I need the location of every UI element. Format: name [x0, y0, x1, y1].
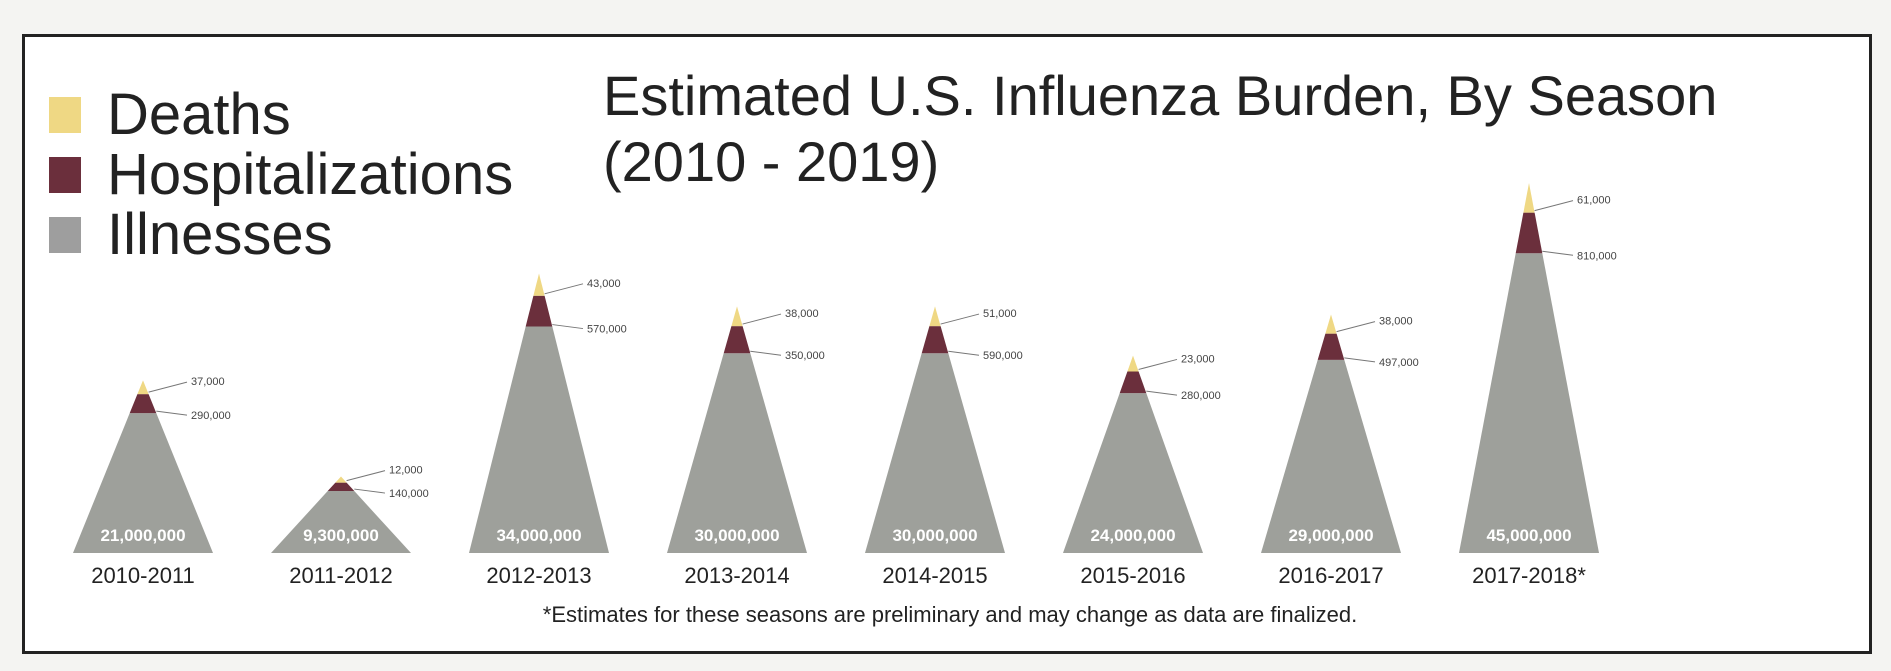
footnote: *Estimates for these seasons are prelimi…	[542, 602, 1358, 627]
hospitalization-leader-line	[948, 350, 980, 356]
death-mark	[1325, 314, 1337, 334]
chart-frame: Deaths Hospitalizations Illnesses Estima…	[22, 34, 1872, 654]
category-label: 2013-2014	[684, 563, 789, 588]
chart-title-line-2: (2010 - 2019)	[603, 130, 940, 193]
illness-value-label: 9,300,000	[303, 526, 379, 545]
death-value-label: 12,000	[389, 465, 423, 477]
illness-mark	[469, 326, 609, 553]
legend-item-illnesses: Illnesses	[49, 201, 333, 268]
hospitalization-mark	[921, 326, 949, 354]
hospitalization-leader-line	[1146, 390, 1178, 396]
death-leader-line	[940, 313, 980, 325]
hospitalization-leader-line	[750, 350, 782, 356]
hospitalization-leader-line	[552, 324, 584, 330]
legend-label-hospitalizations: Hospitalizations	[107, 142, 514, 207]
category-label: 2011-2012	[289, 563, 393, 588]
death-mark	[1127, 355, 1139, 372]
hospitalization-value-label: 350,000	[785, 350, 825, 362]
hospitalization-leader-line	[1344, 357, 1376, 363]
death-value-label: 23,000	[1181, 353, 1215, 365]
legend-item-hospitalizations: Hospitalizations	[49, 141, 513, 208]
hospitalization-value-label: 570,000	[587, 324, 627, 336]
illness-value-label: 24,000,000	[1090, 526, 1175, 545]
legend-label-illnesses: Illnesses	[107, 202, 333, 267]
category-label: 2016-2017	[1278, 563, 1383, 588]
illness-mark	[1261, 359, 1401, 553]
death-value-label: 51,000	[983, 308, 1017, 320]
illness-value-label: 30,000,000	[892, 526, 977, 545]
illness-mark	[73, 413, 213, 553]
illness-value-label: 29,000,000	[1288, 526, 1373, 545]
death-leader-line	[544, 283, 584, 295]
pyramid-chart: 21,000,000 37,000 290,000 2010-2011 9,300,00…	[73, 183, 1617, 588]
death-value-label: 38,000	[1379, 316, 1413, 328]
category-label: 2010-2011	[91, 563, 195, 588]
legend-label-deaths: Deaths	[107, 82, 291, 147]
hospitalization-value-label: 590,000	[983, 350, 1023, 362]
death-leader-line	[742, 313, 782, 325]
hospitalization-mark	[525, 295, 553, 327]
death-value-label: 43,000	[587, 278, 621, 290]
category-label: 2015-2016	[1080, 563, 1185, 588]
category-label: 2014-2015	[882, 563, 987, 588]
hospitalization-value-label: 497,000	[1379, 357, 1419, 369]
death-mark	[533, 273, 545, 296]
illness-mark	[1063, 393, 1203, 553]
chart-title-line-1: Estimated U.S. Influenza Burden, By Seas…	[603, 64, 1718, 127]
death-mark	[137, 380, 149, 395]
hospitalization-value-label: 140,000	[389, 488, 429, 500]
hospitalization-mark	[327, 482, 355, 492]
death-leader-line	[1336, 321, 1376, 333]
illness-value-label: 34,000,000	[496, 526, 581, 545]
hospitalization-value-label: 280,000	[1181, 390, 1221, 402]
hospitalization-leader-line	[156, 410, 188, 416]
illness-value-label: 45,000,000	[1486, 526, 1571, 545]
illness-mark	[667, 353, 807, 553]
death-leader-line	[1138, 358, 1178, 370]
death-mark	[731, 306, 743, 327]
hospitalization-mark	[1317, 333, 1345, 360]
hospitalization-value-label: 290,000	[191, 410, 231, 422]
legend-swatch-hospitalizations	[49, 156, 81, 193]
hospitalization-mark	[129, 394, 157, 414]
hospitalization-mark	[723, 326, 751, 354]
legend-swatch-deaths	[49, 96, 81, 133]
illness-value-label: 21,000,000	[100, 526, 185, 545]
illness-mark	[865, 353, 1005, 553]
legend-item-deaths: Deaths	[49, 81, 291, 148]
death-mark	[929, 306, 941, 327]
death-leader-line	[346, 470, 386, 482]
illness-mark	[271, 491, 411, 553]
death-value-label: 37,000	[191, 376, 225, 388]
death-value-label: 61,000	[1577, 195, 1611, 207]
illness-value-label: 30,000,000	[694, 526, 779, 545]
hospitalization-leader-line	[354, 488, 386, 494]
hospitalization-leader-line	[1542, 250, 1574, 256]
category-label: 2012-2013	[486, 563, 591, 588]
death-leader-line	[1534, 200, 1574, 212]
hospitalization-mark	[1119, 371, 1147, 394]
death-mark	[335, 476, 347, 483]
death-leader-line	[148, 381, 188, 393]
category-label: 2017-2018*	[1472, 563, 1586, 588]
hospitalization-value-label: 810,000	[1577, 250, 1617, 262]
death-value-label: 38,000	[785, 308, 819, 320]
death-mark	[1523, 183, 1535, 213]
illness-mark	[1459, 253, 1599, 554]
legend-swatch-illnesses	[49, 216, 81, 253]
hospitalization-mark	[1515, 212, 1543, 254]
